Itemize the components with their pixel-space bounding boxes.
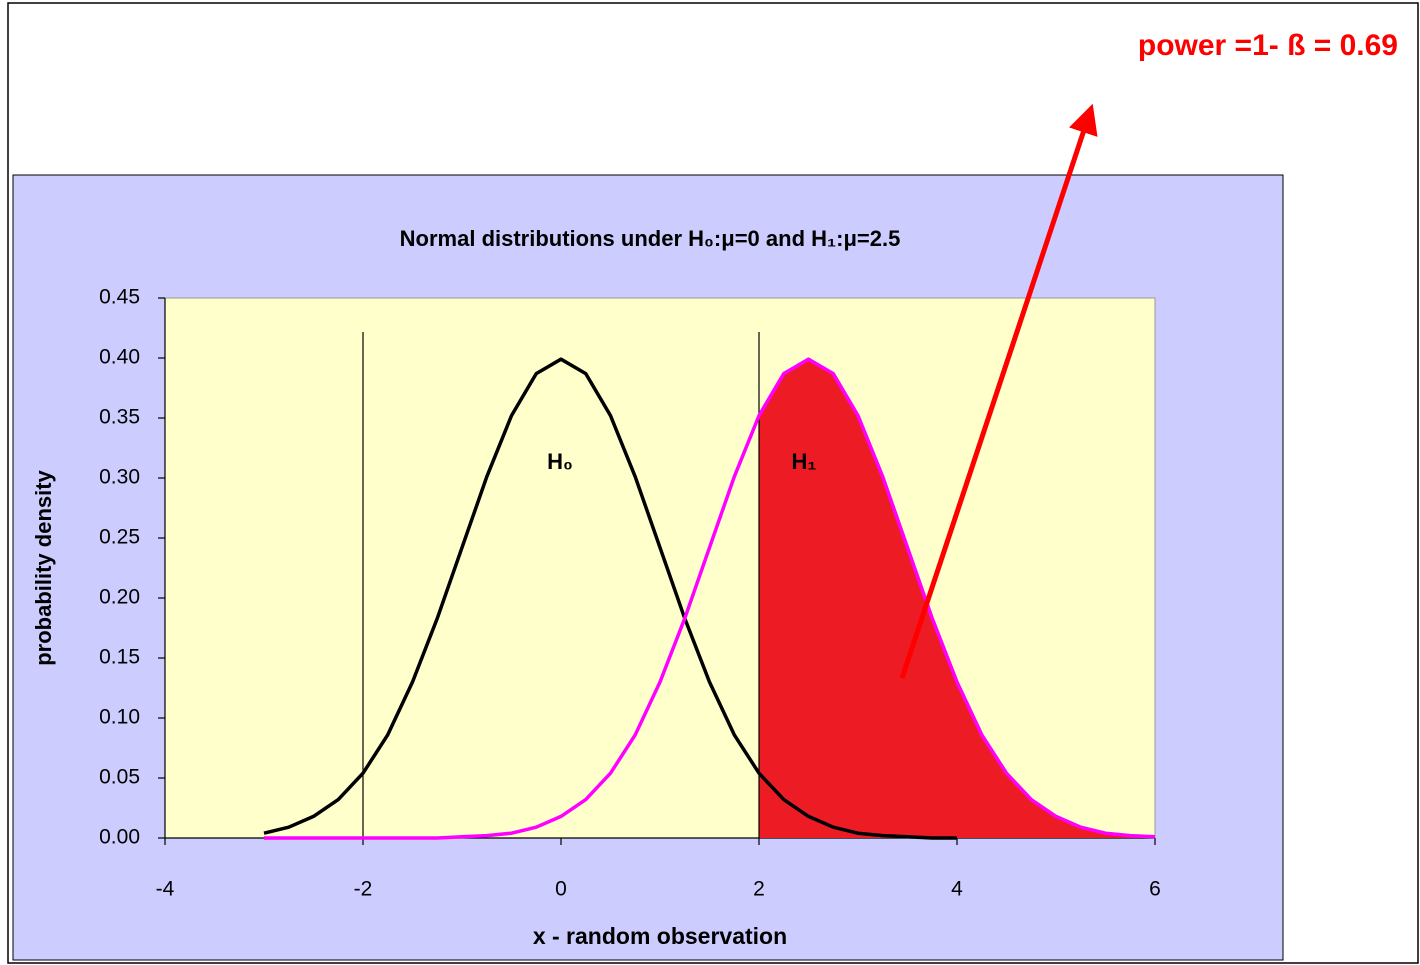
x-tick-label: 2 bbox=[753, 878, 765, 901]
density-line bbox=[263, 357, 957, 840]
y-axis-label: probability density bbox=[31, 469, 56, 665]
annotation-arrow bbox=[899, 103, 1098, 679]
y-tick-label: 0.00 bbox=[99, 826, 140, 849]
power-annotation: power =1- ß = 0.69 bbox=[1138, 29, 1398, 62]
power-area bbox=[759, 359, 1155, 838]
h0-label: H₀ bbox=[547, 449, 573, 474]
h1-label: H₁ bbox=[792, 449, 817, 474]
y-tick-label: 0.35 bbox=[99, 406, 140, 429]
y-tick-label: 0.40 bbox=[99, 346, 140, 369]
y-tick-label: 0.30 bbox=[99, 466, 140, 489]
x-axis-label: x - random observation bbox=[533, 923, 787, 949]
chart-title: Normal distributions under H₀:μ=0 and H₁… bbox=[400, 226, 901, 251]
density-line bbox=[264, 357, 1156, 840]
plot-area bbox=[164, 297, 1156, 839]
y-tick-label: 0.10 bbox=[99, 706, 140, 729]
y-tick-label: 0.45 bbox=[99, 286, 140, 309]
y-tick-label: 0.15 bbox=[99, 646, 140, 669]
y-tick-label: 0.05 bbox=[99, 766, 140, 789]
x-tick-label: 0 bbox=[555, 878, 567, 901]
y-tick-label: 0.20 bbox=[99, 586, 140, 609]
x-tick-label: -2 bbox=[354, 878, 373, 901]
x-tick-label: 6 bbox=[1149, 878, 1161, 901]
x-tick-label: -4 bbox=[156, 878, 175, 901]
y-tick-label: 0.25 bbox=[99, 526, 140, 549]
x-tick-label: 4 bbox=[951, 878, 963, 901]
